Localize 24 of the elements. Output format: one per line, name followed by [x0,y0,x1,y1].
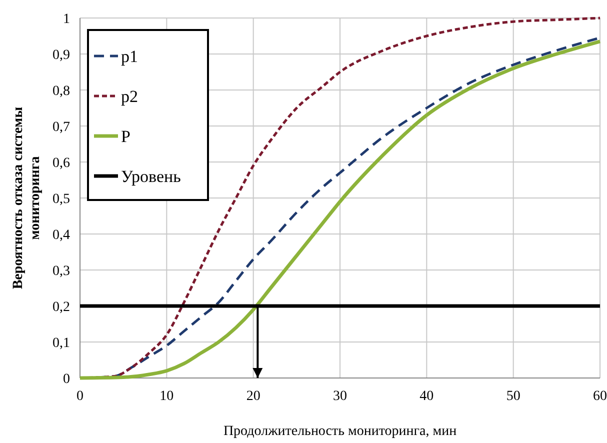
y-tick-label: 0,5 [52,192,70,207]
x-tick-label: 30 [333,389,347,404]
x-tick-label: 60 [593,389,607,404]
y-tick-label: 0,9 [52,48,70,63]
y-tick-label: 0,1 [52,336,70,351]
y-tick-label: 0,6 [52,156,70,171]
x-tick-label: 10 [160,389,174,404]
x-tick-label: 40 [420,389,434,404]
legend-label: p2 [121,87,138,106]
x-axis-title: Продолжительность мониторинга, мин [223,424,458,439]
y-tick-label: 0,7 [52,120,70,135]
y-tick-label: 0 [63,372,70,387]
y-tick-label: 0,2 [52,300,70,315]
x-tick-label: 50 [506,389,520,404]
y-tick-label: 0,3 [52,264,70,279]
y-tick-label: 0,8 [52,84,70,99]
legend-label: p1 [121,47,138,66]
legend-label: Уровень [121,167,182,186]
legend-label: P [121,127,130,146]
y-tick-label: 1 [63,12,70,27]
y-tick-label: 0,4 [52,228,70,243]
x-tick-label: 20 [246,389,260,404]
x-tick-label: 0 [76,389,84,404]
y-axis-title: Вероятность отказа системы мониторинга [11,106,43,290]
